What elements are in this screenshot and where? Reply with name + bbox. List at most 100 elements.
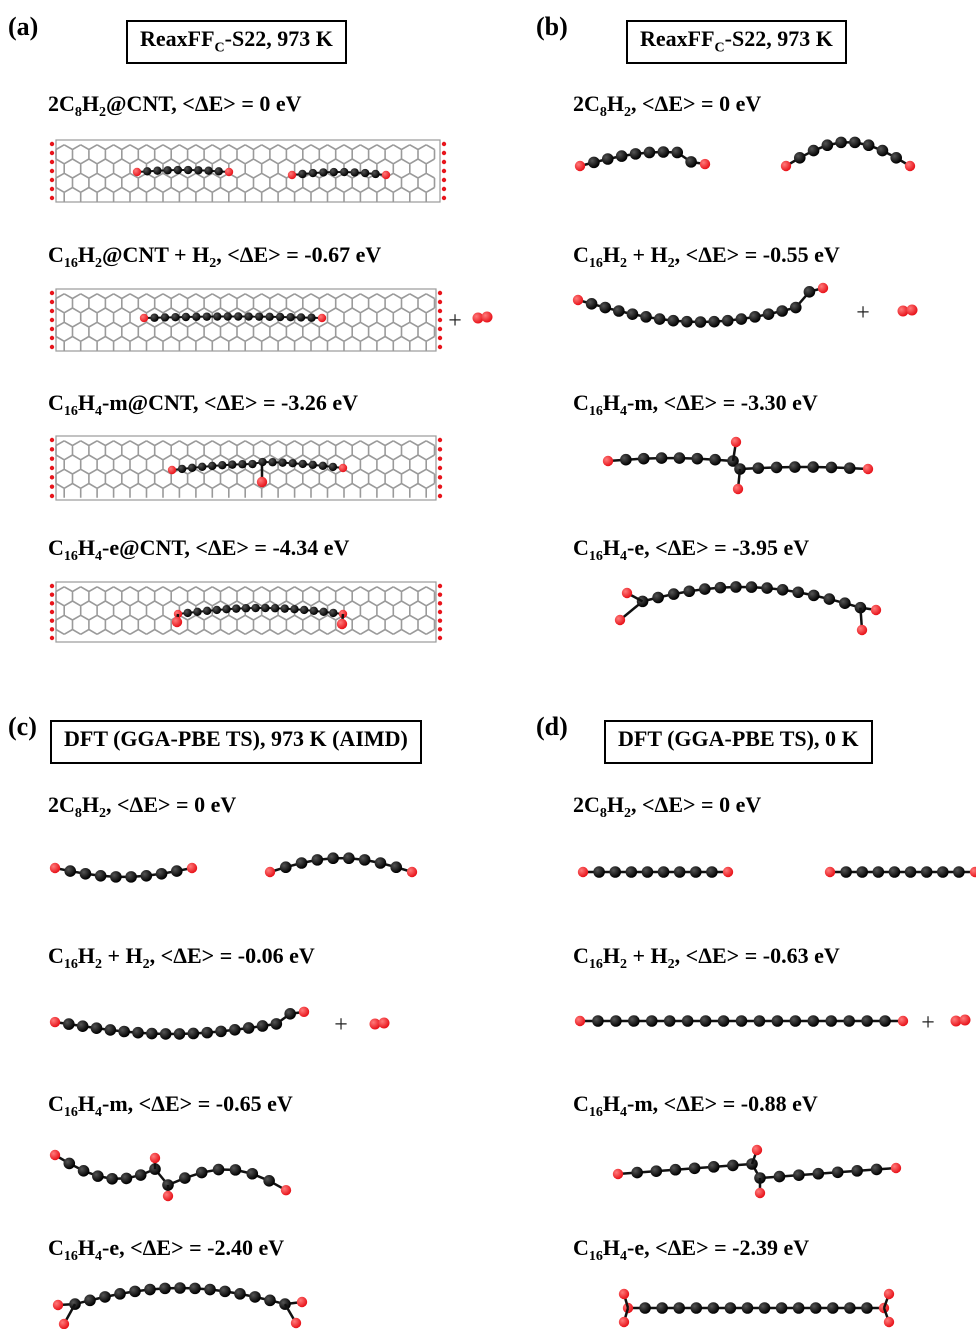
hydrogen-atom <box>336 618 348 630</box>
carbon-atom <box>640 311 652 323</box>
hydrogen-atom <box>618 1288 630 1300</box>
hydrogen-atom <box>699 158 711 170</box>
carbon-atom <box>685 156 697 168</box>
carbon-atom <box>706 866 718 878</box>
carbon-atom <box>593 866 605 878</box>
hydrogen-atom <box>139 313 149 323</box>
carbon-atom <box>340 167 349 177</box>
panel-b-letter: (b) <box>536 12 568 41</box>
carbon-atom <box>592 1015 604 1027</box>
carbon-atom <box>77 1164 90 1177</box>
carbon-atom <box>201 1026 213 1039</box>
carbon-atom <box>645 1015 658 1027</box>
carbon-atom <box>279 861 292 874</box>
carbon-atom <box>242 1022 255 1034</box>
hydrogen-atom <box>49 862 61 874</box>
panel-b-h2 <box>897 304 918 317</box>
panel-b-c8h2-2 <box>780 136 916 172</box>
carbon-atom <box>707 1302 720 1314</box>
carbon-atom <box>789 301 802 314</box>
carbon-atom <box>735 313 748 325</box>
carbon-atom <box>671 146 684 159</box>
hydrogen-atom <box>574 1015 586 1027</box>
carbon-atom <box>709 453 721 466</box>
carbon-atom <box>727 1159 739 1172</box>
carbon-atom <box>861 1302 873 1314</box>
hydrogen-atom <box>751 1144 763 1156</box>
hydrogen-atom <box>614 614 626 626</box>
carbon-atom <box>309 606 319 616</box>
hydrogen-atom <box>132 167 142 177</box>
carbon-atom <box>953 866 965 878</box>
carbon-atom <box>193 607 202 617</box>
hydrogen-atom <box>280 1185 292 1196</box>
carbon-atom <box>872 866 885 878</box>
hydrogen-atom <box>298 1006 310 1018</box>
carbon-atom <box>793 1169 805 1181</box>
panel-c-row-1-label: 2C8H2, <ΔE> = 0 eV <box>48 792 237 821</box>
carbon-atom <box>295 857 308 869</box>
carbon-atom <box>261 603 270 613</box>
carbon-atom <box>84 1294 96 1307</box>
carbon-atom <box>656 1302 668 1314</box>
panel-d-plus: + <box>921 1010 935 1036</box>
hydrogen-atom <box>574 160 586 172</box>
panel-b-row-4-label: C16H4-e, <ΔE> = -3.95 eV <box>573 535 810 564</box>
carbon-atom <box>213 312 222 321</box>
hydrogen-atom <box>381 170 391 180</box>
carbon-atom <box>241 604 251 613</box>
carbon-atom <box>792 586 804 599</box>
carbon-atom <box>667 314 680 327</box>
carbon-atom <box>758 1302 771 1314</box>
carbon-atom <box>890 151 903 164</box>
hydrogen-atom <box>49 1149 61 1161</box>
panel-d-c16h2 <box>574 1015 909 1027</box>
panel-a-nanotube-2 <box>49 288 443 352</box>
hydrogen-atom <box>732 483 744 495</box>
carbon-atom <box>328 462 338 472</box>
carbon-atom <box>177 464 187 474</box>
carbon-atom <box>669 1163 682 1176</box>
carbon-atom <box>717 1015 730 1027</box>
carbon-atom <box>79 867 92 880</box>
panel-d-row-3-label: C16H4-m, <ΔE> = -0.88 eV <box>573 1091 818 1120</box>
carbon-atom <box>214 167 223 176</box>
carbon-atom <box>64 865 77 877</box>
carbon-atom <box>588 156 600 169</box>
panel-a-row-1-label: 2C8H2@CNT, <ΔE> = 0 eV <box>48 91 302 120</box>
carbon-atom <box>153 166 162 175</box>
carbon-atom <box>99 1291 111 1303</box>
carbon-atom <box>183 165 193 175</box>
panel-a-h2 <box>472 311 493 324</box>
carbon-atom <box>753 1015 766 1027</box>
carbon-atom <box>286 313 295 322</box>
hydrogen-atom <box>754 1187 766 1199</box>
carbon-atom <box>851 1165 863 1177</box>
carbon-atom <box>789 461 801 473</box>
carbon-atom <box>689 866 702 878</box>
hydrogen-atom <box>186 862 198 874</box>
carbon-atom <box>104 1024 117 1036</box>
carbon-atom <box>143 167 152 176</box>
carbon-atom <box>773 1170 786 1183</box>
carbon-atom <box>197 462 207 472</box>
carbon-atom <box>132 1026 144 1039</box>
carbon-atom <box>343 852 355 865</box>
carbon-atom <box>807 144 820 157</box>
carbon-atom <box>76 1020 89 1032</box>
panel-c-row-3-label: C16H4-m, <ΔE> = -0.65 eV <box>48 1091 293 1120</box>
carbon-atom <box>118 1025 130 1038</box>
hydrogen-atom <box>862 463 874 475</box>
hydrogen-atom <box>870 604 882 616</box>
carbon-atom <box>761 582 773 594</box>
hydrogen-atom <box>378 1017 390 1029</box>
panel-d-c8h2-2 <box>824 866 976 878</box>
carbon-atom <box>298 459 307 469</box>
carbon-atom <box>371 169 380 179</box>
carbon-atom <box>835 136 847 149</box>
panel-c-c16h2 <box>49 1006 310 1040</box>
carbon-atom <box>770 461 783 474</box>
carbon-atom <box>264 1294 276 1307</box>
hydrogen-atom <box>481 311 493 323</box>
carbon-atom <box>735 1015 748 1027</box>
